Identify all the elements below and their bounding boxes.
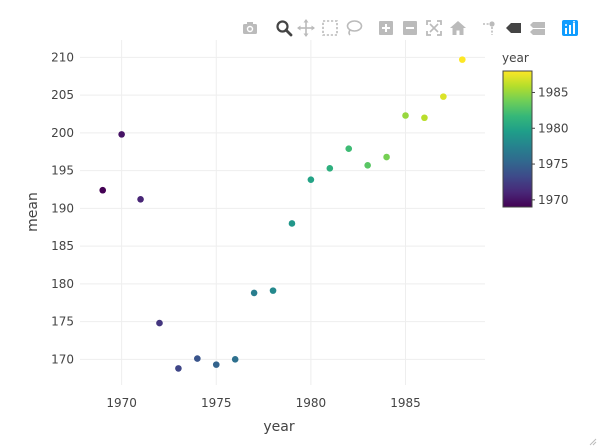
y-tick-label: 200	[51, 126, 74, 140]
x-tick-label: 1970	[106, 396, 137, 410]
plotly-logo-icon[interactable]	[560, 18, 580, 38]
y-tick-labels: 170 175 180 185 190 195 200 205 210	[51, 50, 74, 366]
colorbar-tick-label: 1985	[538, 85, 569, 99]
data-point[interactable]	[326, 165, 334, 172]
zoom-out-icon[interactable]	[400, 18, 420, 38]
data-point[interactable]	[458, 56, 466, 63]
y-axis-title: mean	[25, 192, 41, 232]
data-point[interactable]	[288, 220, 296, 227]
data-point[interactable]	[440, 93, 447, 100]
y-tick-label: 190	[51, 201, 74, 215]
data-point[interactable]	[364, 162, 371, 169]
reset-axes-icon[interactable]	[448, 18, 468, 38]
y-tick-label: 180	[51, 277, 74, 291]
colorbar-tick-label: 1975	[538, 157, 569, 171]
data-point[interactable]	[99, 186, 107, 194]
data-point[interactable]	[137, 195, 144, 203]
y-tick-label: 170	[51, 352, 74, 366]
box-select-icon[interactable]	[320, 18, 340, 38]
pan-icon[interactable]	[296, 18, 316, 38]
data-point[interactable]	[212, 361, 220, 368]
data-point[interactable]	[421, 114, 428, 122]
y-tick-label: 185	[51, 239, 74, 253]
colorbar: year 1970 1975 1980 1985	[502, 51, 569, 208]
colorbar-tick-label: 1970	[538, 193, 569, 207]
data-point[interactable]	[175, 365, 182, 372]
y-tick-label: 210	[51, 50, 74, 64]
data-point[interactable]	[156, 319, 163, 327]
hover-compare-icon[interactable]	[528, 18, 548, 38]
x-tick-label: 1985	[390, 396, 421, 410]
data-point[interactable]	[383, 153, 390, 161]
data-point[interactable]	[345, 145, 353, 153]
colorbar-tick-labels: 1970 1975 1980 1985	[532, 85, 569, 207]
data-point[interactable]	[194, 355, 201, 362]
x-tick-label: 1980	[296, 396, 327, 410]
colorbar-gradient	[502, 70, 533, 208]
spike-lines-icon[interactable]	[480, 18, 500, 38]
data-point[interactable]	[231, 356, 239, 363]
zoom-in-icon[interactable]	[376, 18, 396, 38]
data-point[interactable]	[307, 176, 315, 183]
data-point[interactable]	[269, 287, 277, 294]
hover-closest-icon[interactable]	[504, 18, 524, 38]
y-tick-label: 195	[51, 164, 74, 178]
colorbar-tick-label: 1980	[538, 121, 569, 135]
lasso-select-icon[interactable]	[344, 18, 364, 38]
points-layer	[99, 56, 466, 372]
data-point[interactable]	[402, 112, 409, 119]
data-point[interactable]	[118, 131, 125, 138]
x-tick-label: 1975	[201, 396, 232, 410]
y-tick-label: 205	[51, 88, 74, 102]
camera-icon[interactable]	[240, 18, 260, 38]
x-axis-title: year	[263, 419, 294, 435]
resize-handle-icon	[589, 438, 597, 446]
zoom-icon[interactable]	[274, 18, 294, 38]
colorbar-title: year	[502, 51, 529, 65]
grid-layer	[80, 40, 485, 385]
x-tick-labels: 1970 1975 1980 1985	[106, 396, 420, 410]
data-point[interactable]	[250, 289, 258, 297]
autoscale-icon[interactable]	[424, 18, 444, 38]
y-tick-label: 175	[51, 315, 74, 329]
